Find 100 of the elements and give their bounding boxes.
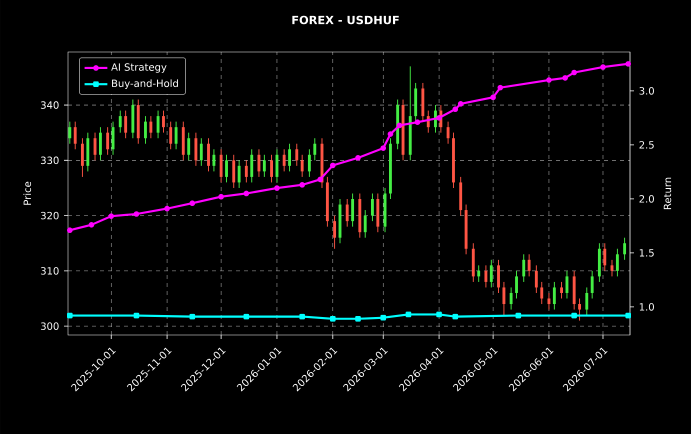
point <box>498 84 504 90</box>
legend-label: AI Strategy <box>111 63 167 73</box>
point <box>600 64 606 70</box>
point <box>562 75 568 81</box>
point <box>355 316 361 322</box>
candlestick <box>149 116 152 139</box>
y2-tick-label: 1.5 <box>640 249 654 257</box>
point <box>458 101 464 107</box>
y2-tick-label: 3.0 <box>639 87 654 95</box>
candlestick <box>169 121 172 150</box>
candlestick <box>258 148 260 178</box>
candlestick <box>106 126 110 156</box>
point <box>218 194 224 200</box>
candlestick <box>308 148 311 178</box>
candlestick <box>124 110 128 139</box>
candlestick <box>68 121 72 144</box>
candlestick <box>434 104 437 134</box>
candlestick <box>207 138 210 172</box>
point <box>67 312 73 318</box>
candlestick <box>351 193 354 228</box>
y2-tick-label: 2.0 <box>639 195 654 203</box>
candlestick <box>225 154 228 183</box>
candlestick <box>510 286 513 310</box>
candlestick <box>262 154 266 178</box>
y-tick-label: 320 <box>40 212 59 220</box>
point <box>299 314 305 320</box>
point <box>134 211 140 217</box>
candlestick <box>94 132 96 161</box>
point <box>67 227 73 234</box>
candlestick <box>112 121 114 156</box>
y-tick-label: 330 <box>40 156 59 164</box>
point <box>571 70 577 76</box>
candlestick <box>560 281 563 299</box>
y-tick-label: 310 <box>40 267 59 275</box>
y2-tick-label: 1.0 <box>640 303 654 311</box>
point <box>516 312 522 318</box>
y-tick-label: 300 <box>40 322 59 330</box>
point <box>244 314 250 320</box>
point <box>355 155 361 161</box>
candlestick <box>578 298 582 322</box>
candlestick <box>566 270 568 299</box>
point <box>244 190 250 196</box>
point <box>164 206 170 212</box>
candlestick <box>244 160 248 183</box>
point <box>406 312 412 318</box>
legend-label: Buy-and-Hold <box>112 79 178 90</box>
point <box>571 312 577 318</box>
point <box>274 185 280 191</box>
point <box>88 222 94 228</box>
point <box>317 176 323 182</box>
candlestick <box>238 160 241 188</box>
point <box>189 314 196 320</box>
candlestick <box>313 138 316 161</box>
candlestick <box>515 270 518 299</box>
candlestick <box>162 110 165 134</box>
candlestick <box>552 281 556 310</box>
candlestick <box>502 281 506 316</box>
candlestick <box>194 132 198 166</box>
point <box>625 312 632 318</box>
point <box>108 213 114 219</box>
point <box>452 106 458 112</box>
y-tick-label: 340 <box>40 101 59 109</box>
candlestick <box>80 138 84 178</box>
y-axis-title: Price <box>23 182 32 205</box>
candlestick <box>220 148 223 183</box>
candlestick <box>610 259 614 277</box>
point <box>189 200 196 206</box>
point <box>414 119 420 125</box>
candlestick <box>174 121 178 150</box>
candlestick <box>282 148 286 172</box>
candlestick <box>144 116 147 144</box>
candlestick <box>370 193 374 222</box>
point <box>436 115 442 121</box>
y2-axis-title: Return <box>664 178 672 210</box>
point <box>396 122 402 128</box>
point <box>330 162 336 168</box>
point <box>490 94 496 100</box>
candlestick <box>534 264 538 294</box>
point <box>134 312 140 318</box>
candlestick <box>548 292 550 310</box>
chart-title: FOREX - USDHUF <box>292 16 399 24</box>
candlestick <box>333 215 336 250</box>
candlestick <box>156 110 160 139</box>
point <box>388 131 394 137</box>
point <box>299 182 305 188</box>
candlestick <box>528 254 531 277</box>
candlestick <box>276 148 278 183</box>
point <box>452 314 458 320</box>
candlestick <box>446 121 450 144</box>
candlestick <box>497 259 500 294</box>
candlestick <box>484 264 488 288</box>
point <box>380 145 386 151</box>
candlestick <box>98 126 102 161</box>
candlestick <box>590 270 594 299</box>
candlestick <box>623 237 626 260</box>
candlestick <box>288 143 292 172</box>
point <box>436 312 442 318</box>
point <box>625 61 632 67</box>
candlestick <box>270 154 273 183</box>
point <box>380 314 386 321</box>
